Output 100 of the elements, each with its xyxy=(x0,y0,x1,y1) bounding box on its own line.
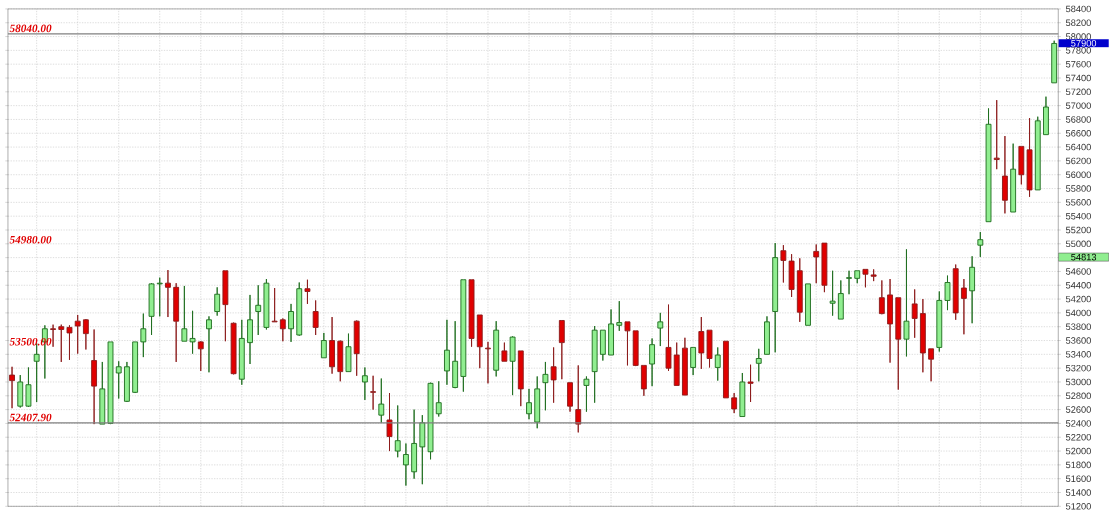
candlestick xyxy=(895,297,902,390)
candlestick xyxy=(460,279,467,392)
candlestick xyxy=(271,287,278,323)
text: 54813 xyxy=(1071,253,1097,261)
candlestick xyxy=(17,374,24,408)
y-tick-label: 55200 xyxy=(1065,226,1091,234)
candlestick xyxy=(788,253,795,298)
candlestick xyxy=(222,270,229,342)
y-tick-label: 57000 xyxy=(1065,102,1091,109)
candlestick xyxy=(936,290,943,352)
candlestick xyxy=(583,375,590,413)
candlestick xyxy=(189,310,196,354)
text: 57900 xyxy=(1071,39,1097,47)
candlestick xyxy=(821,242,828,293)
candlestick xyxy=(714,346,721,381)
candlestick xyxy=(862,268,869,288)
candlestick xyxy=(124,361,130,403)
y-tick-label: 52400 xyxy=(1065,420,1091,427)
candlestick xyxy=(485,341,491,384)
candlestick xyxy=(140,313,147,358)
candlestick xyxy=(969,255,976,324)
candlestick xyxy=(608,308,614,356)
candlestick xyxy=(796,257,803,323)
y-tick-label: 51800 xyxy=(1065,461,1091,469)
y-tick-label: 54600 xyxy=(1065,268,1091,275)
candlestick xyxy=(731,392,738,414)
y-tick-label: 54000 xyxy=(1065,309,1091,317)
y-tick-label: 51600 xyxy=(1065,475,1091,482)
candlestick xyxy=(542,361,549,411)
y-tick-label: 57200 xyxy=(1065,88,1091,95)
candlestick xyxy=(255,284,262,336)
candlestick xyxy=(353,319,360,377)
candlestick xyxy=(599,329,606,361)
candlestick xyxy=(903,248,910,357)
y-tick-label: 53600 xyxy=(1065,337,1091,344)
candlestick xyxy=(74,314,81,354)
candlestick xyxy=(887,278,893,363)
candlestick xyxy=(624,321,631,366)
candlestick xyxy=(698,316,705,370)
candlestick xyxy=(673,342,680,386)
candlestick xyxy=(706,329,713,368)
candlestick xyxy=(91,328,98,425)
y-tick-label: 57400 xyxy=(1065,74,1091,82)
candlestick xyxy=(247,294,253,365)
candlestick xyxy=(288,303,294,343)
candlestick xyxy=(435,380,442,417)
candlestick xyxy=(846,270,852,295)
candlestick xyxy=(747,364,754,403)
candlestick xyxy=(115,360,122,399)
ref-line-label: 58040.00 xyxy=(9,24,52,33)
candlestick xyxy=(928,348,935,382)
y-tick-label: 52200 xyxy=(1065,433,1091,441)
candlestick xyxy=(550,346,557,404)
candlestick xyxy=(657,312,664,347)
candlestick xyxy=(591,325,598,404)
candlestick xyxy=(1002,135,1008,214)
candlestick xyxy=(723,340,729,399)
candlestick xyxy=(214,286,221,316)
candlestick xyxy=(944,275,951,311)
candlestick xyxy=(156,277,163,317)
candlestick xyxy=(870,268,877,282)
candlestick xyxy=(911,288,918,339)
candlestick xyxy=(493,320,500,377)
annotation: 54980.00 xyxy=(9,235,52,244)
candlestick xyxy=(509,335,516,396)
y-tick-label: 51200 xyxy=(1065,502,1091,510)
candlestick xyxy=(1026,117,1033,198)
candlestick xyxy=(567,382,573,413)
candlestick xyxy=(1034,116,1041,191)
candlestick xyxy=(526,388,532,420)
candlestick xyxy=(181,285,188,342)
candlestick xyxy=(772,242,779,353)
candlestick xyxy=(993,99,1000,170)
y-tick-label: 57600 xyxy=(1065,60,1091,68)
candlestick xyxy=(337,339,344,382)
candlestick xyxy=(238,319,245,386)
candlestick xyxy=(58,324,65,363)
candlestick xyxy=(9,366,15,409)
candlestick xyxy=(99,361,106,425)
candlestick xyxy=(1051,40,1058,84)
candlestick xyxy=(517,350,524,407)
candlestick xyxy=(1010,143,1017,213)
candlestick xyxy=(82,318,89,350)
y-tick-label: 55400 xyxy=(1065,212,1091,220)
candlestick xyxy=(25,366,32,408)
candlestick xyxy=(378,377,385,424)
candlestick xyxy=(345,333,352,372)
candlestick xyxy=(403,442,409,486)
candlestick xyxy=(558,319,565,380)
candlestick xyxy=(206,315,212,373)
candlestick xyxy=(304,279,311,305)
y-tick-label: 56400 xyxy=(1065,143,1091,151)
y-tick-label: 53800 xyxy=(1065,323,1091,330)
y-tick-label: 56600 xyxy=(1065,129,1091,137)
candlestick xyxy=(632,330,639,367)
y-tick-label: 53200 xyxy=(1065,364,1091,372)
y-tick-label: 58000 xyxy=(1065,33,1091,40)
y-tick-label: 56000 xyxy=(1065,171,1091,178)
candlestick xyxy=(1043,96,1049,135)
candlestick xyxy=(361,366,368,401)
